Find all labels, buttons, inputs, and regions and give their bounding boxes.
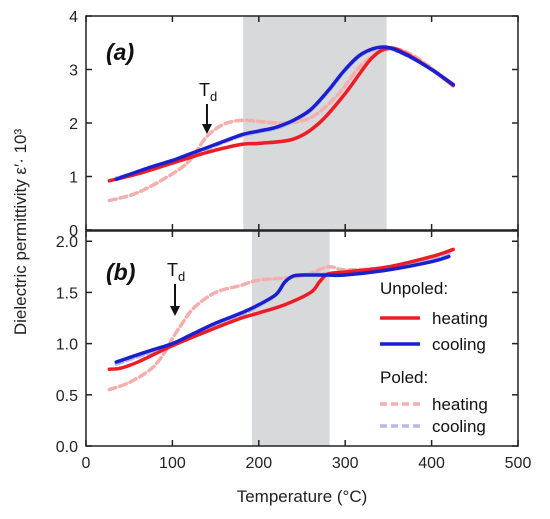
panel-b-label: (b) [106,259,135,285]
panel-b-frame [85,230,519,447]
legend: Unpoled: heating cooling Poled: heating … [380,279,488,436]
y-tick-label: 1.0 [56,337,78,354]
series-line-unpoled-cooling [114,45,455,181]
y-tick-label: 0 [69,223,78,240]
y-tick-label: 1 [69,170,78,187]
legend-group-poled: Poled: [380,368,428,387]
y-tick-label: 2.0 [56,234,78,251]
y-axis-title: Dielectric permittivity ε′· 10³ [11,129,30,336]
x-tick-label: 100 [159,455,186,472]
panel-a-td-arrow-head [201,124,212,134]
panel-b-shaded-region [251,231,330,446]
x-tick-label: 300 [332,455,359,472]
panel-b-td-arrow-head [169,306,180,316]
x-tick-label: 500 [505,455,532,472]
x-tick-label: 200 [245,455,272,472]
x-tick-label: 0 [82,455,91,472]
panel-a: 0 1 2 3 4 (a) Td [69,9,519,240]
legend-label-poled-cooling: cooling [432,417,486,436]
panel-a-y-axis: 0 1 2 3 4 [69,9,518,240]
series-line-unpoled-cooling [114,254,451,364]
y-tick-label: 0.0 [56,439,78,456]
y-tick-label: 3 [69,63,78,80]
legend-label-poled-heating: heating [432,395,488,414]
legend-group-unpoled: Unpoled: [380,279,448,298]
panel-b-td-annotation: Td [167,260,185,316]
x-axis: 0 100 200 300 400 500 [82,16,532,472]
panel-a-label: (a) [106,39,134,65]
panel-b-y-axis: 0.0 0.5 1.0 1.5 2.0 [56,234,518,456]
y-tick-label: 0.5 [56,388,78,405]
series-line-unpoled-heating [107,247,455,371]
y-tick-label: 4 [69,9,78,26]
panel-b-series [107,247,455,392]
x-axis-title: Temperature (°C) [237,487,368,506]
x-tick-label: 400 [418,455,445,472]
panel-a-td-annotation: Td [199,80,217,134]
panel-b: 0.0 0.5 1.0 1.5 2.0 (b) Td Unpoled: heating … [56,230,519,456]
panel-a-td-label: Td [199,80,217,104]
panel-a-series [107,45,455,203]
legend-label-unpoled-cooling: cooling [432,335,486,354]
legend-label-unpoled-heating: heating [432,309,488,328]
y-tick-label: 2 [69,116,78,133]
y-tick-label: 1.5 [56,285,78,302]
panel-b-td-label: Td [167,260,185,284]
